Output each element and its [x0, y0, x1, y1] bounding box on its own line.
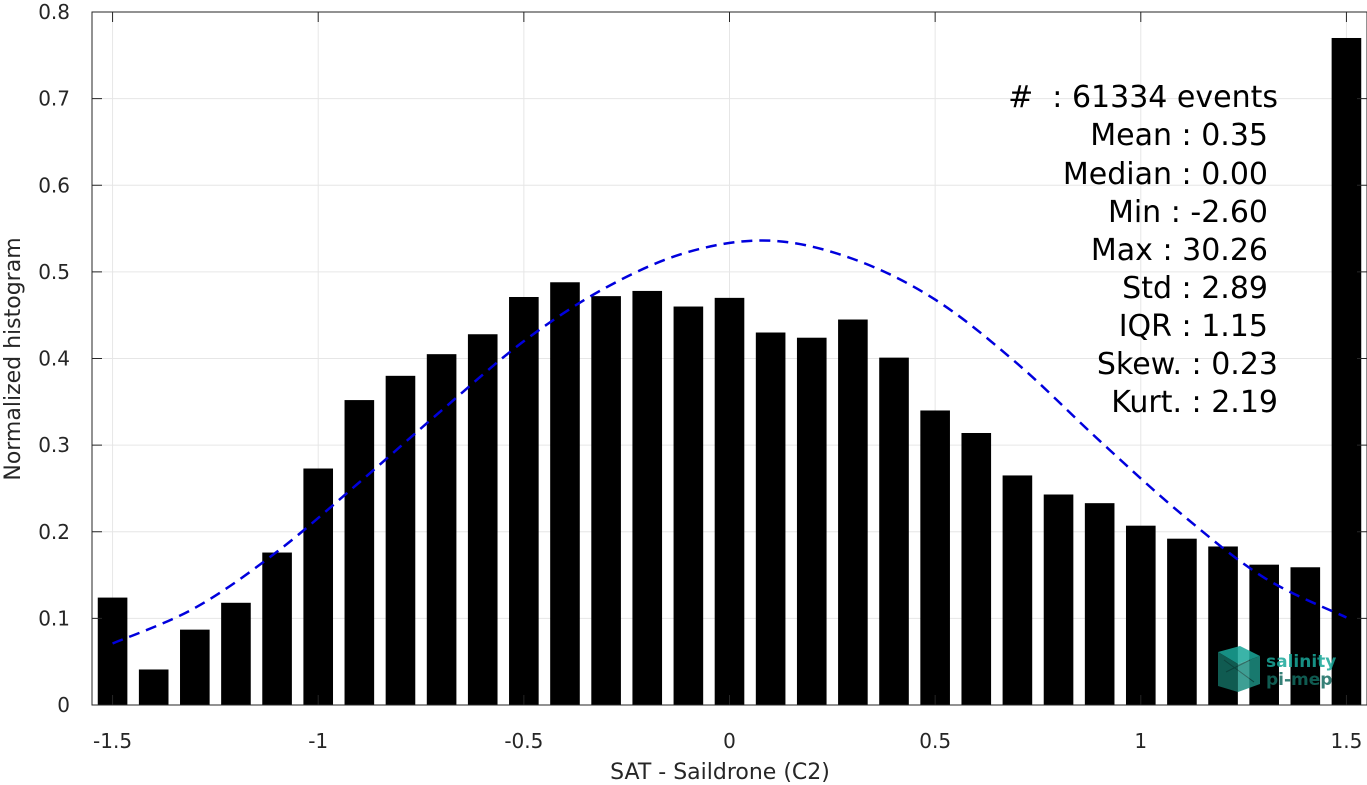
histogram-bar	[303, 468, 334, 705]
histogram-bar	[426, 354, 457, 705]
histogram-bar	[1002, 475, 1033, 705]
histogram-bar	[755, 332, 786, 705]
stat-mean: Mean : 0.35	[1090, 118, 1268, 153]
x-tick-label: -1	[308, 729, 328, 753]
histogram-bar	[344, 400, 375, 705]
histogram-bar	[550, 282, 580, 705]
histogram-bar	[180, 629, 210, 705]
histogram-bars	[97, 37, 1362, 706]
logo-text-pi-mep: pi-mep	[1266, 670, 1332, 690]
x-tick-labels: -1.5 -1 -0.5 0 0.5 1 1.5	[93, 729, 1362, 753]
histogram-bar	[385, 375, 416, 705]
histogram-bar	[961, 432, 992, 705]
x-tick-label: -0.5	[504, 729, 543, 753]
histogram-bar	[262, 552, 292, 705]
y-tick-label: 0.4	[38, 347, 70, 371]
y-tick-label: 0.6	[38, 173, 70, 197]
axis-ticks	[92, 11, 1367, 706]
histogram-bar	[796, 337, 827, 705]
y-tick-labels: 0 0.1 0.2 0.3 0.4 0.5 0.6 0.7 0.8	[38, 0, 70, 717]
histogram-bar	[1043, 494, 1074, 705]
histogram-bar	[920, 410, 950, 705]
cube-icon	[1218, 646, 1260, 692]
stat-skewness: Skew. : 0.23	[1097, 347, 1278, 382]
y-tick-label: 0.1	[38, 606, 70, 630]
y-axis-label: Normalized histogram	[1, 237, 26, 480]
y-tick-label: 0.8	[38, 0, 70, 24]
y-tick-label: 0.3	[38, 433, 70, 457]
histogram-bar	[632, 290, 663, 705]
histogram-bar	[838, 319, 868, 705]
stat-median: Median : 0.00	[1063, 157, 1268, 192]
histogram-bar	[1290, 567, 1321, 705]
stat-events: # : 61334 events	[1008, 80, 1278, 115]
x-tick-label: 0.5	[919, 729, 951, 753]
stat-kurtosis: Kurt. : 2.19	[1111, 385, 1278, 420]
statistics-annotation: # : 61334 events Mean : 0.35 Median : 0.…	[1008, 80, 1278, 420]
y-tick-label: 0.7	[38, 87, 70, 111]
histogram-bar	[221, 602, 251, 705]
histogram-bar	[509, 296, 539, 705]
x-tick-label: 1	[1134, 729, 1147, 753]
x-tick-label: 1.5	[1331, 729, 1363, 753]
histogram-bar	[1084, 503, 1115, 705]
histogram-bar	[879, 357, 909, 705]
x-axis-label: SAT - Saildrone (C2)	[610, 760, 830, 785]
histogram-bar	[714, 297, 745, 705]
y-tick-label: 0.2	[38, 520, 70, 544]
y-tick-label: 0.5	[38, 260, 70, 284]
x-tick-label: 0	[723, 729, 736, 753]
fit-curve-line	[112, 239, 1347, 645]
y-tick-label: 0	[57, 693, 70, 717]
histogram-bar	[138, 669, 169, 705]
stat-min: Min : -2.60	[1108, 195, 1268, 230]
stat-std: Std : 2.89	[1122, 271, 1268, 306]
histogram-bar	[591, 296, 621, 705]
histogram-bar	[1125, 525, 1156, 705]
salinity-pi-mep-logo: salinity pi-mep	[1218, 646, 1336, 692]
stat-iqr: IQR : 1.15	[1119, 309, 1268, 344]
histogram-bar	[467, 334, 498, 705]
histogram-bar	[1331, 37, 1362, 706]
stat-max: Max : 30.26	[1091, 233, 1268, 268]
x-tick-label: -1.5	[93, 729, 132, 753]
logo-text-salinity: salinity	[1266, 652, 1336, 672]
histogram-bar	[97, 597, 128, 705]
histogram-bar	[673, 306, 704, 705]
histogram-bar	[1167, 538, 1197, 705]
